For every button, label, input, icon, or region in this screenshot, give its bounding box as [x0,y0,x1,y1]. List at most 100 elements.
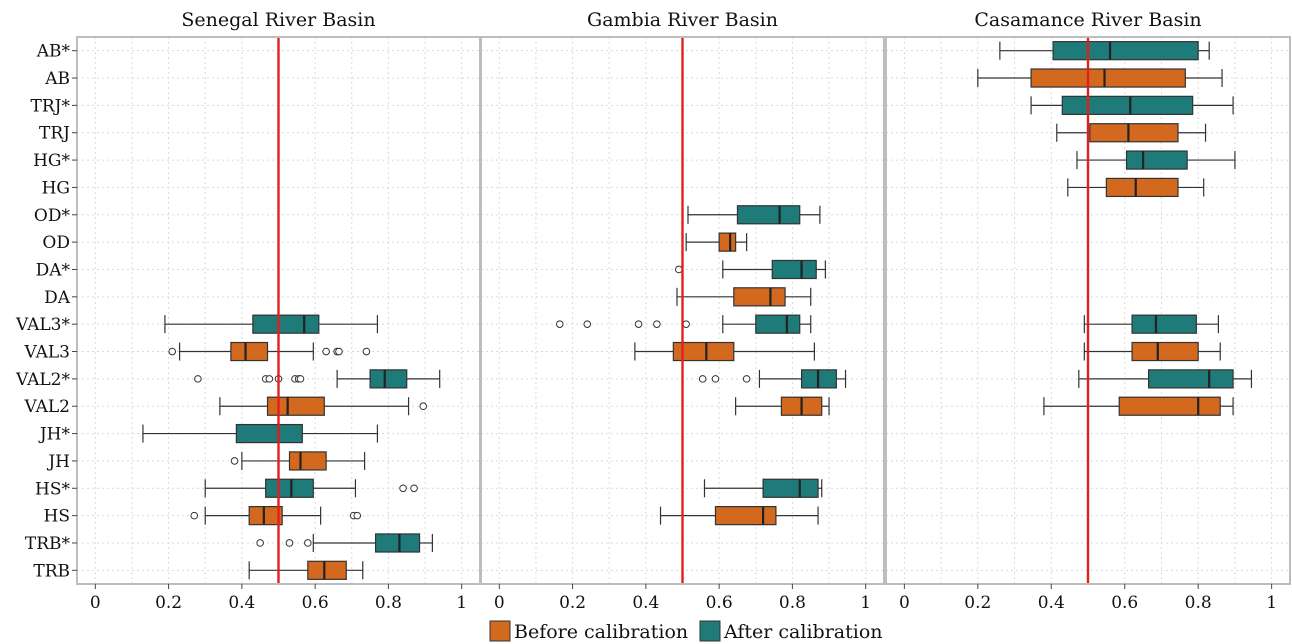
box-hs-star [703,478,823,498]
legend-swatch-after [699,620,721,642]
y-tick-label: HG* [33,151,70,171]
box-iqr [1089,123,1179,143]
box-iqr [252,314,320,334]
y-tick-label: AB [44,69,70,89]
outlier-point [353,511,362,520]
outlier-point [711,375,720,383]
x-tick-label: 0.8 [779,593,806,613]
box-iqr [235,423,303,444]
outlier-point [168,347,177,356]
box-trj-star [1030,95,1234,116]
box-iqr [307,560,347,580]
box-trj [1056,123,1207,143]
y-tick-label: VAL3* [15,315,71,335]
box-ab-star [999,41,1210,61]
x-tick-label: 1 [1266,593,1277,613]
y-tick-label: VAL2 [23,397,70,417]
y-tick-label: JH* [38,425,71,445]
box-iqr [248,505,283,526]
box-iqr [265,478,314,498]
x-tick-label: 0.4 [228,593,255,613]
box-hs [190,505,362,526]
outlier-point [296,375,305,383]
box-iqr [733,287,786,307]
box-val2 [735,396,830,416]
box-iqr [718,232,737,252]
outlier-point [362,347,371,356]
y-tick-label: VAL3 [23,343,70,363]
outlier-point [675,265,683,274]
box-iqr [1131,341,1199,362]
y-tick-label: JH [46,452,70,472]
x-tick-label: 0.8 [375,593,402,613]
box-da-star [675,259,826,280]
y-tick-label: OD* [34,206,71,226]
outlier-point [230,457,239,465]
box-val2-star [698,369,847,389]
x-tick-label: 0.6 [1111,593,1138,613]
box-iqr [755,314,801,334]
legend-swatch-before [489,620,511,642]
x-tick-label: 0.2 [559,593,586,613]
outlier-point [190,511,199,520]
box-val3 [1083,341,1221,362]
box-od [685,232,748,252]
box-hs [659,505,819,526]
box-iqr [1147,369,1234,389]
box-od-star [687,205,821,225]
panel-frame [885,36,1291,585]
outlier-point [256,539,264,547]
outlier-point [555,320,564,328]
panel-0: Senegal River Basin 0 0.2 0.4 0.6 0.8 1 [76,9,481,613]
y-tick-label: TRB [33,561,70,581]
box-val2 [219,396,428,416]
outlier-point [335,347,343,356]
y-tick-label: OD [42,233,70,253]
x-tick-label: 0 [494,593,505,613]
box-val3 [634,341,815,362]
box-hg-star [1076,150,1236,170]
panel-2: Casamance River Basin 0 0.2 0.4 0.6 0.8 1 [885,9,1291,613]
box-iqr [369,369,408,389]
x-tick-label: 0.4 [1038,593,1065,613]
box-iqr [672,341,735,362]
outlier-point [419,402,428,411]
y-tick-label: DA* [36,260,71,280]
box-da [676,287,812,307]
outlier-point [698,375,707,383]
box-hs-star [204,478,418,498]
outlier-point [583,320,592,328]
y-tick-label: TRJ [39,124,70,144]
y-tick-label: HS [44,507,70,527]
box-val2-star [1078,369,1253,389]
y-tick-label: TRJ* [31,96,71,116]
outlier-point [410,484,418,493]
y-axis-labels: AB* AB TRJ* TRJ HG* HG OD* OD DA* DA VAL3* VAL3 VAL2… [15,42,77,581]
legend-label-after: After calibration [723,621,883,643]
x-tick-label: 0.8 [1185,593,1212,613]
box-iqr [266,396,325,416]
box-val3-star [1083,314,1219,334]
x-tick-label: 1 [860,593,871,613]
outlier-point [322,347,330,356]
x-tick-label: 0 [899,593,910,613]
y-tick-label: TRB* [25,534,71,554]
box-trb-star [256,533,433,553]
box-val3-star [164,314,379,334]
box-iqr [762,478,819,498]
outlier-point [634,320,643,328]
outlier-point [194,375,202,383]
y-tick-label: DA [44,288,71,308]
x-tick-label: 0 [90,593,101,613]
x-tick-label: 0.6 [706,593,733,613]
y-tick-label: HS* [35,479,70,499]
box-val2-star [194,369,441,389]
outlier-point [653,320,661,328]
y-tick-label: HG [42,178,70,198]
box-iqr [714,505,777,526]
outlier-point [265,375,274,383]
x-tick-label: 1 [456,593,467,613]
legend-label-before: Before calibration [514,621,688,643]
outlier-point [742,375,751,383]
panel-1: Gambia River Basin 0 0.2 0.4 0.6 0.8 1 [480,9,885,613]
